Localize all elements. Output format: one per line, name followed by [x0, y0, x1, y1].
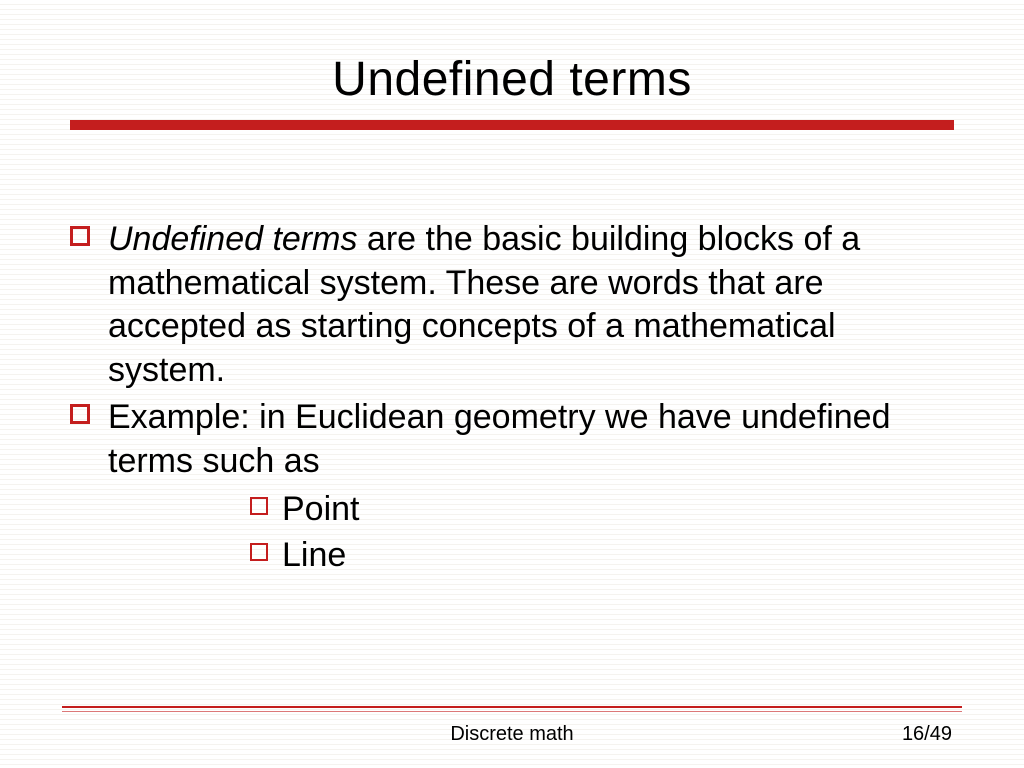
footer-rule — [62, 706, 962, 708]
slide-body: Undefined terms are the basic building b… — [70, 218, 960, 579]
sub-bullet-item: Line — [250, 533, 960, 579]
footer-center-text: Discrete math — [0, 723, 1024, 746]
footer-page-number: 16/49 — [902, 723, 952, 746]
square-bullet-icon — [250, 497, 268, 515]
title-underline — [70, 120, 954, 130]
slide-title: Undefined terms — [0, 52, 1024, 107]
slide: Undefined terms Undefined terms are the … — [0, 0, 1024, 768]
sub-bullet-list: Point Line — [250, 487, 960, 579]
bullet-text: Example: in Euclidean geometry we have u… — [108, 398, 890, 480]
sub-bullet-text: Line — [282, 536, 346, 574]
sub-bullet-item: Point — [250, 487, 960, 533]
square-bullet-icon — [70, 226, 90, 246]
bullet-item: Example: in Euclidean geometry we have u… — [70, 396, 960, 483]
sub-bullet-text: Point — [282, 490, 360, 528]
footer-rule-thin — [62, 711, 962, 712]
square-bullet-icon — [250, 543, 268, 561]
bullet-lead-italic: Undefined terms — [108, 220, 357, 258]
square-bullet-icon — [70, 404, 90, 424]
bullet-item: Undefined terms are the basic building b… — [70, 218, 960, 392]
